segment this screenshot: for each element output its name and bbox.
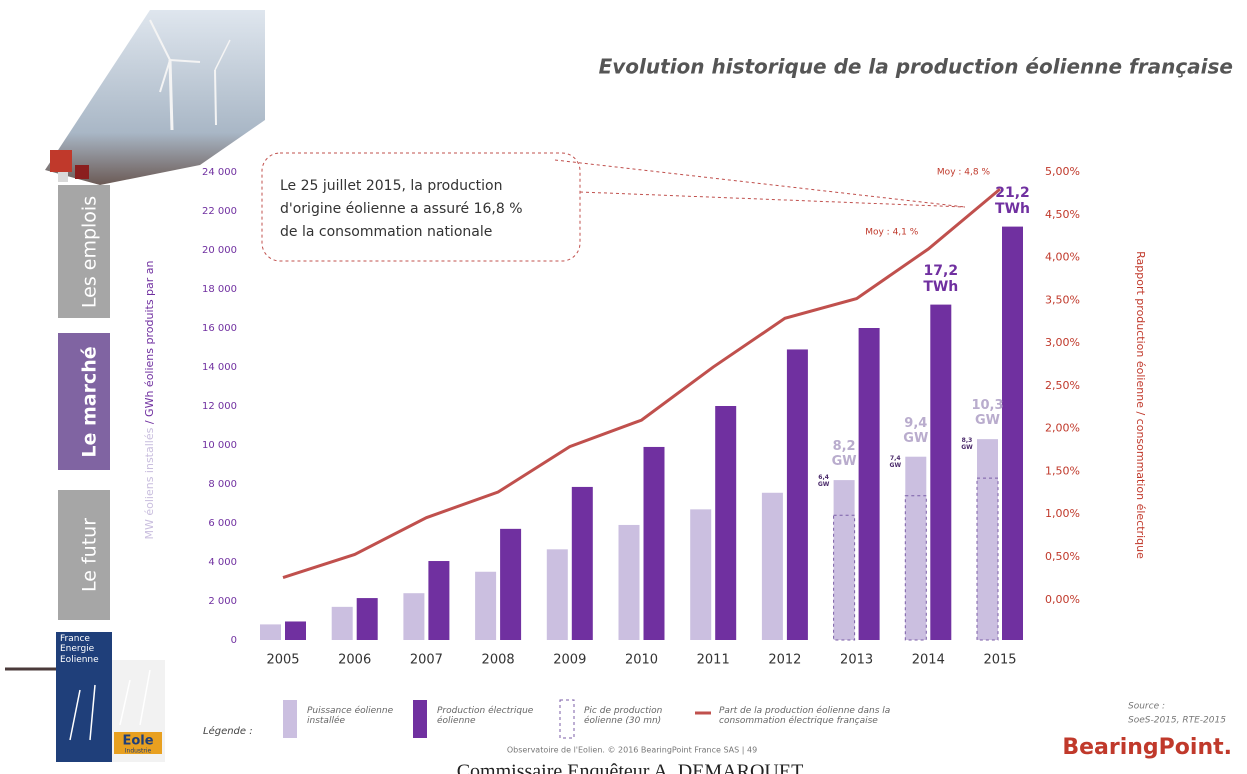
y-tick-label: 16 000 [202, 323, 237, 334]
tab-bg[interactable] [58, 333, 110, 470]
bar [977, 439, 998, 640]
x-tick-label: 2009 [553, 653, 586, 668]
y-axis-label-part: / GWh éoliens produits par an [143, 260, 156, 424]
logo-bg [114, 732, 162, 754]
x-tick-label: 2013 [840, 653, 873, 668]
tab-bg[interactable] [58, 490, 110, 620]
bar [356, 598, 378, 640]
tab-bg[interactable] [58, 185, 110, 318]
tab-label[interactable]: Les emplois [79, 196, 101, 308]
y-tick-label: 14 000 [202, 362, 237, 373]
peak-bar [976, 477, 999, 641]
y-tick-label: 12 000 [202, 401, 237, 412]
logo-bg [56, 632, 112, 762]
x-tick-label: 2011 [697, 653, 730, 668]
logo-text: Industrie [125, 748, 152, 755]
legend-title: Légende : [203, 725, 253, 737]
y2-tick-label: 1,00% [1045, 507, 1080, 520]
bar [331, 606, 353, 640]
bar [428, 561, 450, 640]
y-tick-label: 22 000 [202, 206, 237, 217]
bar [1002, 226, 1023, 640]
y2-tick-label: 2,50% [1045, 379, 1080, 392]
logo-text: Eole [122, 734, 153, 749]
value-label: Moy : 4,8 % [937, 168, 991, 178]
tab-label[interactable]: Le marché [79, 346, 101, 457]
y-tick-label: 10 000 [202, 440, 237, 451]
share-line [282, 187, 1001, 579]
bar [761, 492, 783, 640]
y-axis-label: MW éoliens installés / GWh éoliens produ… [143, 260, 156, 539]
y-tick-label: 20 000 [202, 245, 237, 256]
y2-tick-label: 3,50% [1045, 293, 1080, 306]
bar [690, 509, 712, 640]
bar [905, 456, 927, 640]
brand-logo: BearingPoint. [1062, 735, 1232, 760]
bar [643, 446, 665, 640]
legend-swatch [559, 699, 575, 739]
x-tick-label: 2007 [410, 653, 443, 668]
bar [500, 528, 522, 640]
value-label: Moy : 4,1 % [865, 228, 919, 238]
x-tick-label: 2015 [983, 653, 1016, 668]
y-axis-label-part: MW éoliens installés [143, 427, 156, 539]
legend-swatch [283, 700, 297, 738]
y2-axis-label: Rapport production éolienne / consommati… [1134, 251, 1147, 559]
page-footer: Commissaire Enquêteur A. DEMARQUET [457, 761, 804, 774]
chart-title: Evolution historique de la production éo… [599, 55, 1233, 79]
tab-label[interactable]: Le futur [79, 518, 101, 592]
annotation: d'origine éolienne a assuré 16,8 % [280, 201, 523, 217]
y2-tick-label: 0,50% [1045, 550, 1080, 563]
x-tick-label: 2005 [266, 653, 299, 668]
x-tick-label: 2014 [912, 653, 945, 668]
y-tick-label: 4 000 [208, 557, 237, 568]
x-tick-label: 2012 [768, 653, 801, 668]
annotation: Le 25 juillet 2015, la production [280, 178, 503, 194]
bar [786, 349, 808, 640]
bar [403, 593, 425, 640]
y-tick-label: 2 000 [208, 596, 237, 607]
logo-turbines [69, 669, 151, 741]
y2-tick-label: 2,00% [1045, 422, 1080, 435]
peak-bar [904, 495, 927, 641]
y-tick-label: 6 000 [208, 518, 237, 529]
y-tick-label: 18 000 [202, 284, 237, 295]
bar [833, 480, 855, 640]
legend-swatch [413, 700, 427, 738]
bar [858, 328, 880, 640]
x-tick-label: 2006 [338, 653, 371, 668]
x-tick-label: 2008 [482, 653, 515, 668]
annotation: de la consommation nationale [280, 224, 492, 240]
footer: Observatoire de l'Eolien. © 2016 Bearing… [507, 746, 757, 755]
header-photo [45, 10, 265, 185]
bar [930, 304, 952, 640]
bar [260, 624, 281, 640]
y-tick-label: 0 [231, 635, 237, 646]
bar [285, 621, 306, 640]
bar [475, 571, 497, 640]
source: SoeS-2015, RTE-2015 [1128, 716, 1226, 726]
y2-tick-label: 4,00% [1045, 251, 1080, 264]
annotation-box [261, 152, 581, 262]
y-tick-label: 8 000 [208, 479, 237, 490]
x-tick-label: 2010 [625, 653, 658, 668]
bar [618, 524, 640, 640]
y2-tick-label: 0,00% [1045, 593, 1080, 606]
annotation-pointer [554, 159, 966, 208]
peak-bar [833, 514, 856, 641]
source: Source : [1128, 702, 1165, 712]
bar [571, 486, 593, 640]
y2-tick-label: 5,00% [1045, 165, 1080, 178]
y2-tick-label: 3,00% [1045, 336, 1080, 349]
bar [715, 406, 737, 640]
y2-tick-label: 4,50% [1045, 208, 1080, 221]
bar [546, 549, 568, 640]
y-tick-label: 24 000 [202, 167, 237, 178]
y2-tick-label: 1,50% [1045, 464, 1080, 477]
